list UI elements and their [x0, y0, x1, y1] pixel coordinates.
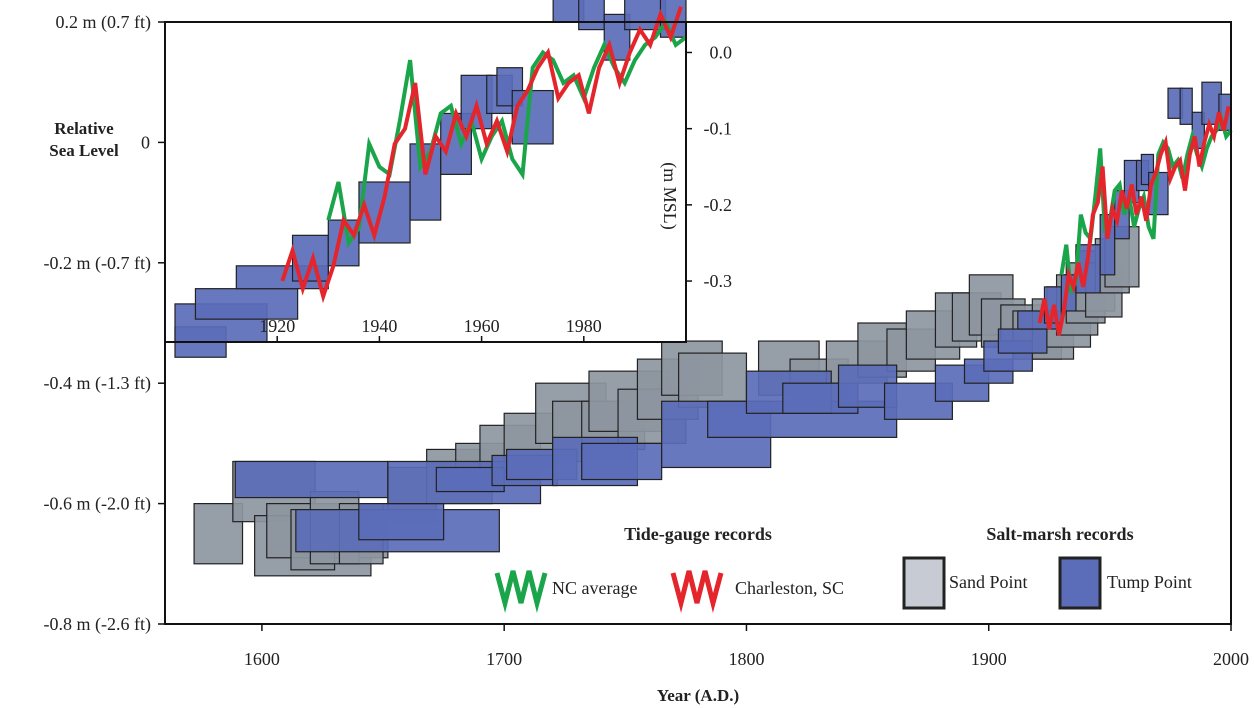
legend-tide-title: Tide-gauge records	[624, 524, 772, 544]
tump-point-box	[997, 328, 1048, 354]
legend-tump-swatch	[1058, 556, 1102, 610]
inset-charleston-line	[280, 6, 683, 304]
inset-tump-point-box	[409, 143, 442, 221]
inset-tump-point-box	[511, 89, 554, 145]
inset-tump-point-box	[194, 288, 299, 320]
y-tick-label: -0.8 m (-2.6 ft)	[44, 614, 151, 635]
legend-charleston-swatch	[670, 570, 724, 613]
y-tick-label: 0.2 m (0.7 ft)	[56, 12, 151, 33]
plot-frame	[164, 21, 1232, 625]
x-axis-label: Year (A.D.)	[657, 686, 739, 705]
legend-nc-swatch	[494, 570, 548, 613]
inset-x-tick-label: 1920	[259, 316, 295, 336]
legend-tump-label: Tump Point	[1107, 572, 1192, 592]
x-tick-label: 1900	[971, 649, 1007, 669]
y-tick-label: -0.4 m (-1.3 ft)	[44, 373, 151, 394]
tump-point-box	[234, 460, 389, 499]
inset-y-tick-label: -0.1	[704, 119, 733, 139]
inset-x-tick-label: 1980	[566, 316, 602, 336]
x-tick-label: 1600	[244, 649, 280, 669]
tump-point-box	[358, 503, 445, 541]
x-tick-label: 1800	[728, 649, 764, 669]
y-axis-label: Relative Sea Level	[49, 119, 119, 160]
inset-x-tick-label: 1960	[464, 316, 500, 336]
legend: Tide-gauge records Salt-marsh records NC…	[494, 524, 1192, 613]
main-plot-lines	[1037, 105, 1233, 336]
inset-y-axis-label: (m MSL)	[659, 162, 680, 230]
legend-marsh-title: Salt-marsh records	[986, 524, 1133, 544]
inset-y-tick-label: 0.0	[710, 42, 733, 62]
tump-point-box	[581, 442, 663, 481]
inset-ticks: 1920 1940 1960 1980 0.0 -0.1 -0.2 -0.3	[259, 42, 732, 342]
legend-nc-label: NC average	[552, 578, 637, 598]
y-tick-label: -0.2 m (-0.7 ft)	[44, 253, 151, 274]
legend-charleston-label: Charleston, SC	[735, 578, 844, 598]
charleston-line	[1037, 105, 1231, 336]
main-plot-boxes	[193, 81, 1232, 577]
inset-y-tick-label: -0.3	[704, 271, 733, 291]
inset-tump-point-box	[291, 234, 329, 282]
main-axes-ticks: 1600 1700 1800 1900 2000 0.2 m (0.7 ft) 0 -0.2 …	[44, 12, 1249, 669]
legend-sand-swatch	[902, 556, 946, 610]
inset-tump-point-box	[578, 0, 605, 31]
tump-point-box	[1179, 87, 1193, 125]
inset-lines	[280, 6, 688, 304]
x-tick-label: 1700	[486, 649, 522, 669]
inset-x-tick-label: 1940	[361, 316, 397, 336]
legend-sand-label: Sand Point	[949, 572, 1028, 592]
y-tick-label: 0	[141, 132, 150, 152]
x-tick-label: 2000	[1213, 649, 1249, 669]
inset-y-tick-label: -0.2	[704, 195, 733, 215]
inset-panel: 1920 1940 1960 1980 0.0 -0.1 -0.2 -0.3 (m MSL)	[164, 0, 732, 358]
sand-point-box	[678, 352, 748, 408]
y-tick-label: -0.6 m (-2.0 ft)	[44, 494, 151, 515]
